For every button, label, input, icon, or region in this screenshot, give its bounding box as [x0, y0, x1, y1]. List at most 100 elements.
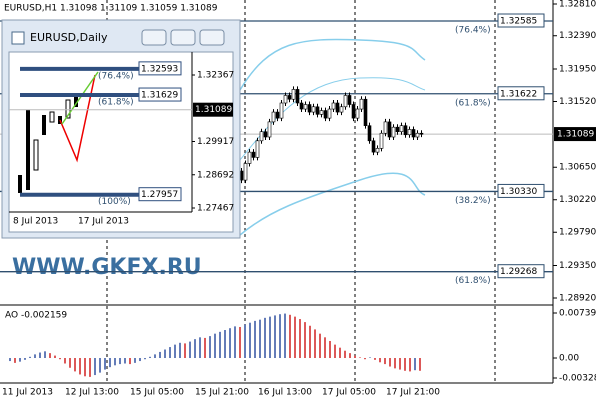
- inset-current-label: 1.31089: [195, 105, 232, 115]
- ao-label: AO -0.002159: [5, 311, 67, 321]
- candle: [271, 111, 276, 123]
- inset-level-box: [138, 61, 182, 76]
- level-label-box: [497, 86, 545, 101]
- inset-x-label: 17 Jul 2013: [78, 217, 129, 227]
- inset-level-label: 1.32593: [141, 64, 178, 74]
- candle: [263, 131, 268, 138]
- candle: [335, 102, 340, 113]
- candle: [267, 121, 272, 138]
- inset-level-box: [138, 187, 182, 202]
- candle: [287, 95, 292, 100]
- candle: [243, 163, 248, 181]
- candle: [279, 102, 284, 119]
- inset-x-label: 8 Jul 2013: [13, 217, 58, 227]
- candle: [327, 108, 332, 119]
- maximize-button[interactable]: [170, 29, 196, 46]
- candle: [299, 102, 304, 110]
- x-tick-label: 17 Jul 21:00: [386, 388, 440, 398]
- candle: [379, 132, 384, 149]
- level-label-box: [497, 264, 545, 279]
- close-button[interactable]: [199, 29, 225, 46]
- window-body: [8, 51, 234, 233]
- y-tick-label: 1.29350: [559, 261, 596, 271]
- inset-level-label: 1.27957: [141, 190, 178, 200]
- candle: [255, 140, 260, 158]
- x-tick-label: 11 Jul 2013: [2, 388, 53, 398]
- candle: [275, 111, 280, 119]
- y-tick-label: 1.30650: [559, 163, 596, 173]
- level-label: 1.31622: [500, 89, 537, 99]
- watermark: WWW.GKFX.RU: [12, 255, 202, 280]
- x-tick-label: 12 Jul 13:00: [65, 388, 119, 398]
- candle: [339, 106, 344, 113]
- inset-y-tick-label: 1.28692: [197, 170, 234, 180]
- inset-window: EURUSD,Daily: [1, 19, 241, 239]
- candle: [371, 140, 376, 153]
- ao-tick-label: 0.00: [559, 354, 579, 364]
- fib-label: (38.2%): [455, 196, 491, 206]
- fib-label: (61.8%): [455, 276, 491, 286]
- y-tick-label: 1.28920: [559, 294, 596, 304]
- candle: [323, 110, 328, 119]
- candle: [363, 98, 368, 126]
- candle: [383, 121, 388, 134]
- fib-trend: [61, 71, 99, 125]
- current-price-label: 1.31089: [557, 130, 594, 140]
- inset-fib-label: (100%): [98, 197, 131, 207]
- inset-y-tick-label: 1.32367: [197, 71, 234, 81]
- y-tick-label: 1.32390: [559, 31, 596, 41]
- candle: [343, 95, 348, 108]
- candle: [399, 125, 404, 133]
- inset-level-box: [138, 87, 182, 102]
- candle: [303, 104, 308, 110]
- level-label: 1.30330: [500, 187, 537, 197]
- inset-y-tick-label: 1.27467: [197, 204, 234, 214]
- candle: [355, 108, 360, 119]
- candle: [367, 125, 372, 142]
- x-tick-label: 16 Jul 13:00: [258, 388, 312, 398]
- candle: [403, 125, 408, 136]
- candle: [251, 151, 256, 158]
- window-title: EURUSD,Daily: [30, 31, 108, 44]
- fib-label: (61.8%): [455, 98, 491, 108]
- inset-current-box: [193, 102, 233, 117]
- candle: [307, 104, 312, 113]
- y-tick-label: 1.30220: [559, 195, 596, 205]
- inset-y-tick-label: 1.29917: [197, 137, 234, 147]
- candle: [407, 129, 412, 136]
- x-tick-label: 15 Jul 05:00: [130, 388, 184, 398]
- candle: [419, 132, 424, 135]
- candle: [295, 89, 300, 104]
- minimize-button[interactable]: [141, 29, 167, 46]
- ao-tick-label: 0.007395: [559, 309, 596, 319]
- current-price-box: [554, 127, 596, 142]
- inset-fib-label: (76.4%): [98, 71, 134, 81]
- candle: [351, 104, 356, 119]
- fib-label: (76.4%): [455, 26, 491, 36]
- inset-fib-label: (61.8%): [98, 98, 134, 108]
- inset-candles: [18, 95, 78, 193]
- period-separators: [106, 0, 496, 383]
- x-tick-label: 17 Jul 05:00: [322, 388, 376, 398]
- candle: [415, 132, 420, 138]
- level-label: 1.29268: [500, 267, 537, 277]
- candle: [391, 126, 396, 138]
- zigzag: [59, 74, 96, 163]
- candle: [331, 102, 336, 110]
- window-icon: [11, 31, 25, 45]
- x-tick-label: 15 Jul 21:00: [195, 388, 249, 398]
- candle: [347, 95, 352, 105]
- candle: [259, 131, 264, 142]
- y-tick-label: 1.31520: [559, 97, 596, 107]
- candle: [315, 106, 320, 115]
- ao-tick-label: -0.003283: [559, 374, 596, 384]
- level-label-box: [497, 183, 545, 198]
- y-tick-label: 1.32810: [559, 0, 596, 10]
- candle: [411, 129, 416, 138]
- candle: [291, 89, 296, 100]
- level-label-box: [497, 13, 545, 28]
- level-label: 1.32585: [500, 17, 537, 27]
- inset-level-label: 1.31629: [141, 91, 178, 101]
- candle: [283, 95, 288, 104]
